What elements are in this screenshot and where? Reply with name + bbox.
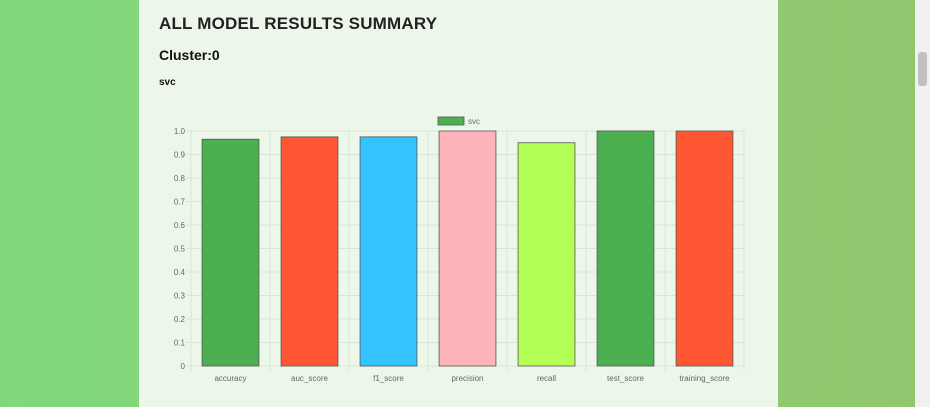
bar-test_score[interactable] bbox=[596, 130, 655, 367]
bar-precision[interactable] bbox=[438, 130, 497, 367]
y-tick-label: 0.8 bbox=[174, 174, 186, 183]
cluster-heading: Cluster:0 bbox=[159, 47, 220, 63]
bar-chart: 0 0.1 0.2 0.3 0.4 0.5 0.6 0.7 0.8 0.9 1.0 accuracy a… bbox=[174, 116, 745, 383]
y-tick-label: 0.4 bbox=[174, 268, 186, 277]
y-tick-label: 0.2 bbox=[174, 315, 186, 324]
scrollbar-thumb[interactable] bbox=[918, 52, 927, 86]
y-tick-label: 1.0 bbox=[174, 127, 186, 136]
legend-swatch[interactable] bbox=[437, 116, 465, 126]
bar-accuracy[interactable] bbox=[201, 138, 260, 367]
legend-label[interactable]: svc bbox=[468, 117, 480, 126]
y-tick-label: 0.7 bbox=[174, 198, 186, 207]
model-name: svc bbox=[159, 77, 176, 88]
y-tick-label: 0.9 bbox=[174, 151, 186, 160]
y-tick-label: 0.1 bbox=[174, 339, 186, 348]
bar-auc_score[interactable] bbox=[280, 136, 339, 367]
bar-recall[interactable] bbox=[517, 142, 576, 367]
x-tick-label: f1_score bbox=[373, 374, 404, 383]
vertical-scrollbar[interactable] bbox=[915, 0, 930, 407]
y-tick-label: 0.6 bbox=[174, 221, 186, 230]
x-tick-label: training_score bbox=[679, 374, 730, 383]
y-tick-label: 0 bbox=[181, 362, 186, 371]
bar-f1_score[interactable] bbox=[359, 136, 418, 367]
y-tick-label: 0.3 bbox=[174, 292, 186, 301]
x-tick-label: test_score bbox=[607, 374, 644, 383]
y-tick-label: 0.5 bbox=[174, 245, 186, 254]
x-tick-label: auc_score bbox=[291, 374, 328, 383]
page-title: ALL MODEL RESULTS SUMMARY bbox=[159, 14, 438, 33]
x-tick-label: recall bbox=[537, 374, 556, 383]
x-tick-label: accuracy bbox=[214, 374, 246, 383]
x-tick-label: precision bbox=[451, 374, 483, 383]
bar-training_score[interactable] bbox=[675, 130, 734, 367]
results-panel: ALL MODEL RESULTS SUMMARY Cluster:0 svc … bbox=[139, 0, 778, 407]
